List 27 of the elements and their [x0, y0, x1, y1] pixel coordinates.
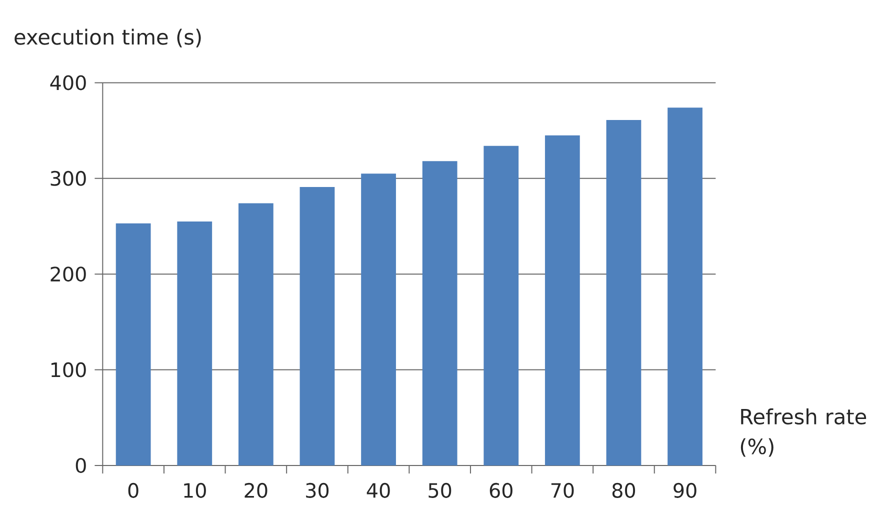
- x-tick-label: 0: [128, 482, 138, 498]
- bar: [668, 107, 702, 466]
- x-tick-label: 50: [428, 482, 452, 498]
- chart-title: execution time (s): [14, 28, 201, 48]
- bar: [544, 135, 580, 466]
- bar: [238, 203, 274, 466]
- x-tick-label: 20: [244, 482, 268, 498]
- x-axis-title: Refresh rate (%): [740, 408, 866, 457]
- x-tick-label: 40: [366, 482, 390, 498]
- bar: [484, 146, 519, 466]
- bar: [422, 161, 458, 466]
- x-tick-label: 30: [306, 482, 329, 498]
- bar: [300, 186, 335, 466]
- y-tick-label: 100: [51, 362, 86, 378]
- bar: [177, 221, 212, 466]
- y-tick-label: 300: [50, 170, 86, 186]
- x-tick-label: 70: [551, 482, 574, 498]
- x-tick-label: 80: [612, 482, 636, 498]
- x-tick-label: 10: [184, 482, 206, 498]
- bar: [361, 173, 396, 466]
- x-tick-label: 60: [490, 482, 512, 498]
- y-tick-label: 400: [50, 75, 86, 90]
- bar: [116, 223, 151, 466]
- y-tick-label: 0: [76, 458, 86, 473]
- y-tick-label: 200: [50, 266, 86, 282]
- x-tick-label: 90: [674, 482, 696, 498]
- bar: [606, 120, 642, 466]
